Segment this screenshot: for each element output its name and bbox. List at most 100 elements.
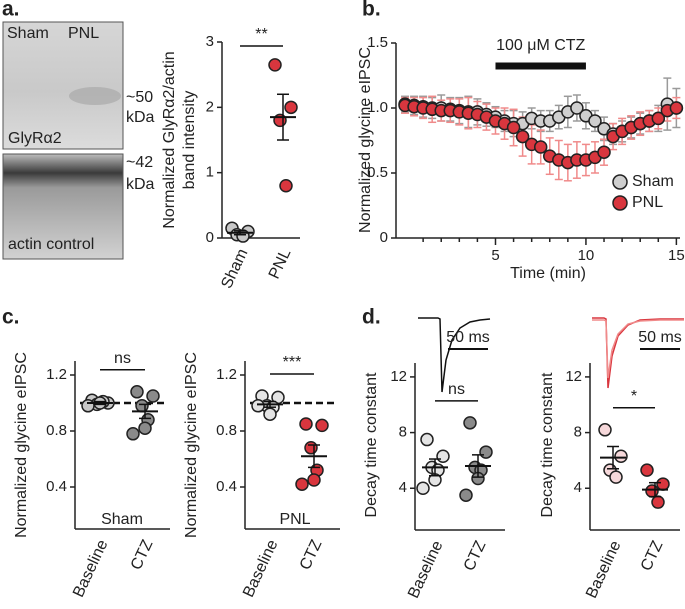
data-point <box>130 385 144 399</box>
data-point <box>315 418 329 433</box>
data-point <box>146 389 160 403</box>
legend-label: PNL <box>632 194 663 211</box>
x-tick-label: 15 <box>668 247 685 264</box>
data-point <box>614 449 628 463</box>
y-tick-label: 1.5 <box>367 34 388 51</box>
y-tick-label: 2 <box>206 98 214 115</box>
lane-label: PNL <box>68 25 99 42</box>
y-tick-label: 1.0 <box>367 99 388 116</box>
legend-marker <box>612 195 628 211</box>
x-tick-label: CTZ <box>638 538 667 574</box>
data-point <box>135 399 149 413</box>
x-tick-label: Baseline <box>405 538 446 601</box>
x-tick-label: Baseline <box>583 538 624 601</box>
significance-label: ns <box>448 381 465 398</box>
y-tick-label: 0 <box>380 229 388 246</box>
data-point <box>295 477 309 491</box>
data-point <box>263 407 277 421</box>
y-tick-label: 0.4 <box>46 478 67 495</box>
y-tick-label: 12 <box>565 368 582 385</box>
data-point <box>669 101 684 115</box>
y-tick-label: 0.5 <box>367 164 388 181</box>
y-axis-label: Decay time constant <box>363 372 380 518</box>
marker-label: ~50 <box>126 89 153 106</box>
y-tick-label: 8 <box>574 424 582 441</box>
data-point <box>284 100 298 115</box>
data-point <box>420 432 434 447</box>
data-point <box>598 423 612 437</box>
blot-label: actin control <box>8 236 94 253</box>
y-tick-label: 0.8 <box>46 422 67 439</box>
y-tick-label: 1.2 <box>216 366 237 383</box>
data-point <box>506 120 521 135</box>
blot-image <box>2 21 124 150</box>
y-tick-label: 3 <box>206 33 214 50</box>
data-point <box>304 441 318 455</box>
marker-label: ~42 <box>126 154 153 171</box>
pnl-trace <box>592 317 684 389</box>
y-tick-label: 0.4 <box>216 478 237 495</box>
scale-label: 50 ms <box>638 329 682 346</box>
x-tick-label: CTZ <box>461 538 490 574</box>
marker-unit: kDa <box>126 109 155 126</box>
data-point <box>640 463 654 477</box>
data-point <box>645 484 659 498</box>
data-point <box>533 140 548 154</box>
data-point <box>588 114 602 128</box>
y-tick-label: 8 <box>399 424 407 441</box>
x-tick-label: Sham <box>218 246 251 291</box>
blot-label: GlyRα2 <box>8 130 62 147</box>
treatment-label: 100 μM CTZ <box>496 37 585 54</box>
data-point <box>515 129 530 144</box>
x-tick-label: Baseline <box>70 537 111 600</box>
panel-label: b. <box>362 0 381 21</box>
data-point <box>656 477 670 491</box>
data-point <box>299 417 313 431</box>
data-point <box>651 495 665 509</box>
data-point <box>251 399 265 413</box>
group-label: PNL <box>279 511 310 528</box>
x-tick-label: PNL <box>266 246 295 281</box>
panel-label: a. <box>2 0 20 21</box>
legend-marker <box>612 174 628 190</box>
y-axis-label: Normalized GlyRα2/actin <box>161 51 178 228</box>
y-tick-label: 0 <box>206 229 214 246</box>
blot-image <box>2 153 124 260</box>
data-point <box>138 421 152 435</box>
y-tick-label: 1.2 <box>46 366 67 383</box>
y-axis-label: band intensity <box>181 91 198 190</box>
y-tick-label: 4 <box>574 479 582 496</box>
data-point <box>279 178 293 193</box>
panel-label: d. <box>362 306 381 329</box>
x-tick-label: 10 <box>578 247 595 264</box>
lane-label: Sham <box>7 25 49 42</box>
data-point <box>436 449 450 463</box>
data-point <box>570 101 584 115</box>
significance-label: ** <box>255 26 267 43</box>
x-tick-label: Baseline <box>240 537 281 600</box>
y-tick-label: 4 <box>399 479 407 496</box>
data-point <box>651 111 666 126</box>
data-point <box>268 58 282 72</box>
data-point <box>597 145 611 159</box>
marker-unit: kDa <box>126 176 155 193</box>
data-point <box>81 399 95 413</box>
y-axis-label: Normalized glycine eIPSC <box>13 352 30 538</box>
scale-label: 50 ms <box>446 329 490 346</box>
significance-label: *** <box>283 354 302 371</box>
data-point <box>307 473 321 487</box>
legend-label: Sham <box>632 173 674 190</box>
y-axis-label: Normalized glycine eIPSC <box>357 47 374 233</box>
x-tick-label: CTZ <box>297 537 326 573</box>
significance-label: * <box>631 388 637 405</box>
pnl-trace <box>592 319 684 379</box>
data-point <box>126 427 140 441</box>
x-axis-label: Time (min) <box>510 265 586 282</box>
blot-band <box>69 87 121 105</box>
data-point <box>479 445 493 459</box>
panel-label: c. <box>2 306 20 329</box>
significance-label: ns <box>114 350 131 367</box>
group-label: Sham <box>101 511 143 528</box>
data-point <box>463 416 477 430</box>
